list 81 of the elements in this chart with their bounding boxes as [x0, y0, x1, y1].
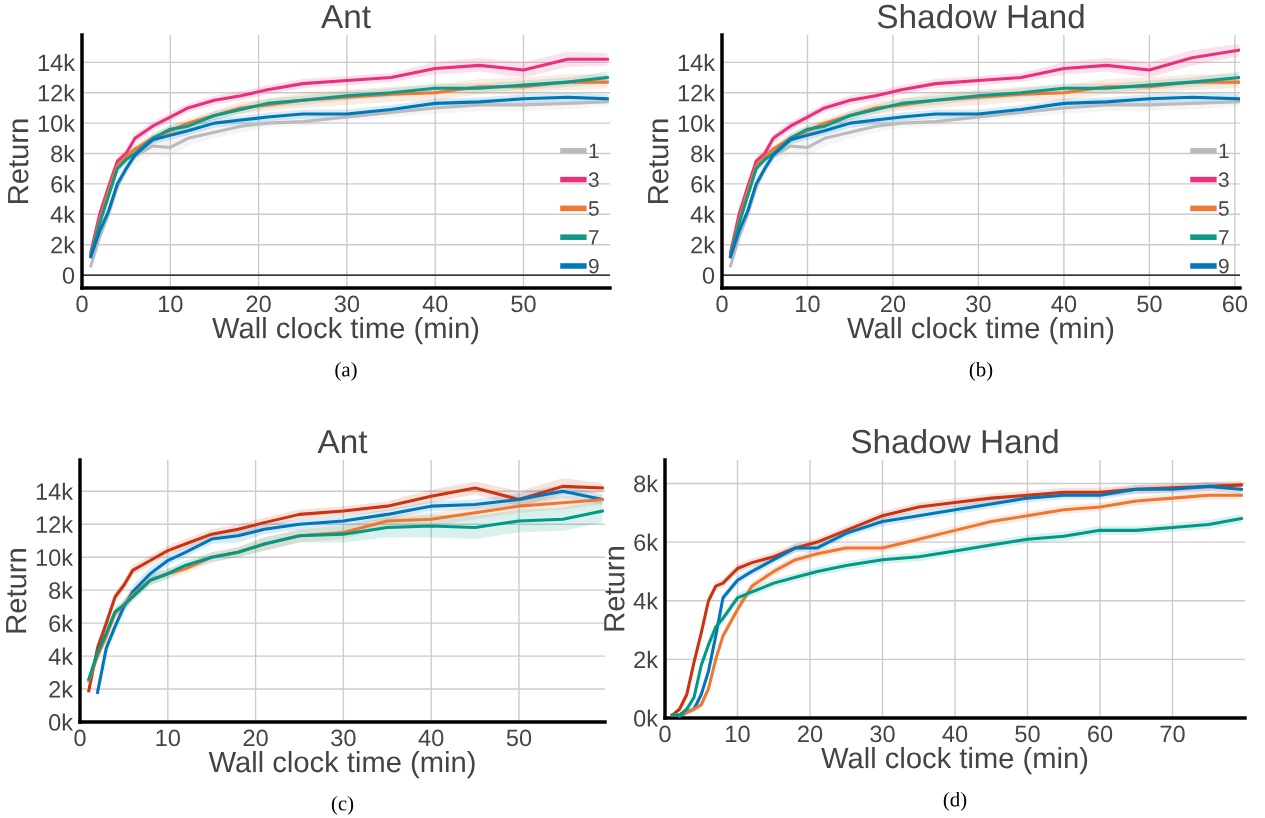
legend-label: 5 — [1218, 201, 1229, 216]
x-tick-label: 20 — [243, 729, 268, 747]
y-tick-label: 8k — [51, 144, 76, 163]
x-axis-title: Wall clock time (min) — [821, 746, 1088, 775]
y-tick-label: 8k — [634, 474, 659, 493]
y-tick-label: 14k — [36, 482, 74, 500]
text: (b) — [969, 361, 993, 381]
legend-label: 3 — [1218, 172, 1229, 188]
y-tick-label: 2k — [691, 236, 716, 254]
x-tick-label: 40 — [418, 729, 444, 747]
y-axis-title: Return — [648, 119, 669, 203]
x-tick-label: 30 — [966, 295, 991, 313]
text: (a) — [335, 361, 357, 381]
y-tick-label: 4k — [690, 205, 716, 223]
y-tick-label: 2k — [51, 236, 76, 254]
y-tick-label: 12k — [678, 84, 716, 102]
x-tick-label: 10 — [726, 725, 750, 743]
y-tick-label: 4k — [48, 647, 74, 665]
y-tick-label: 6k — [691, 175, 716, 193]
x-tick-label: 70 — [1160, 725, 1185, 743]
legend-label: 1 — [1219, 143, 1229, 159]
y-tick-label: 10k — [38, 114, 76, 132]
x-tick-label: 50 — [1015, 725, 1040, 743]
y-tick-label: 6k — [49, 614, 74, 632]
x-tick-label: 60 — [1088, 725, 1113, 743]
chart-title: Shadow Hand — [877, 3, 1084, 29]
x-axis-title: Wall clock time (min) — [847, 316, 1114, 345]
y-tick-label: 2k — [49, 680, 74, 698]
legend-label: 1 — [589, 143, 599, 159]
x-tick-label: 20 — [246, 295, 271, 313]
legend-label: 5 — [588, 201, 599, 216]
chart-title: Shadow Hand — [851, 428, 1058, 454]
y-tick-label: 14k — [38, 53, 76, 71]
legend-label: 9 — [1218, 258, 1229, 274]
chart-title: Ant — [317, 430, 368, 454]
x-tick-label: 40 — [1051, 295, 1077, 313]
legend-label: 9 — [588, 258, 599, 274]
y-axis-title: Return — [8, 119, 29, 203]
y-tick-label: 2k — [634, 650, 659, 668]
x-tick-label: 60 — [1222, 295, 1248, 313]
x-axis-title: Wall clock time (min) — [208, 750, 475, 779]
x-tick-label: 30 — [334, 295, 360, 313]
y-tick-label: 6k — [634, 533, 659, 551]
y-tick-label: 12k — [38, 84, 76, 102]
legend-label: 7 — [589, 230, 599, 245]
legend-label: 7 — [1219, 230, 1229, 245]
x-axis-title: Wall clock time (min) — [212, 316, 479, 345]
y-tick-label: 14k — [678, 53, 716, 71]
x-tick-label: 40 — [422, 295, 448, 313]
chart-title: Ant — [321, 5, 371, 29]
x-tick-label: 30 — [870, 725, 895, 743]
x-tick-label: 0 — [659, 725, 671, 743]
x-tick-label: 20 — [798, 725, 823, 743]
x-tick-label: 0 — [716, 295, 728, 313]
y-tick-label: 12k — [36, 515, 74, 533]
y-tick-label: 0 — [702, 267, 715, 284]
x-tick-label: 50 — [511, 295, 536, 313]
x-tick-label: 10 — [796, 295, 820, 313]
x-tick-label: 50 — [1137, 295, 1162, 313]
y-tick-label: 10k — [678, 114, 716, 132]
x-tick-label: 50 — [506, 729, 532, 747]
x-tick-label: 20 — [881, 295, 906, 313]
y-tick-label: 4k — [633, 592, 659, 610]
x-tick-label: 30 — [331, 729, 356, 747]
y-tick-label: 6k — [51, 175, 76, 193]
y-tick-label: 8k — [691, 144, 716, 163]
text: (c) — [331, 795, 354, 815]
y-tick-label: 8k — [49, 581, 74, 599]
x-tick-label: 10 — [158, 295, 183, 313]
y-axis-title: Return — [6, 549, 27, 633]
x-tick-label: 10 — [156, 729, 180, 747]
y-tick-label: 0k — [634, 709, 659, 727]
y-axis-title: Return — [604, 547, 625, 631]
y-tick-label: 0 — [62, 267, 75, 284]
x-tick-label: 40 — [942, 725, 968, 743]
x-tick-label: 0 — [76, 295, 88, 313]
y-tick-label: 4k — [50, 205, 76, 223]
y-tick-label: 10k — [36, 548, 74, 567]
legend-label: 3 — [588, 172, 599, 188]
y-tick-label: 0k — [49, 713, 74, 731]
text: (d) — [943, 791, 967, 811]
